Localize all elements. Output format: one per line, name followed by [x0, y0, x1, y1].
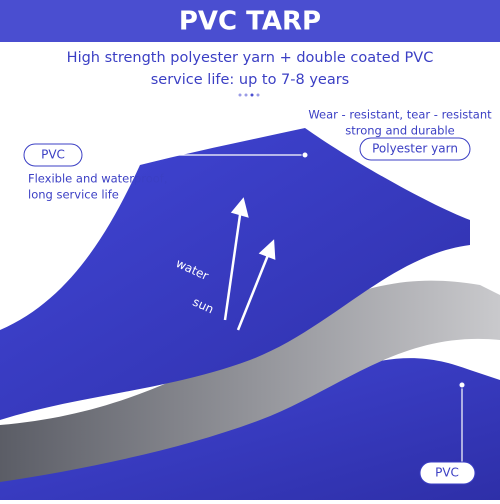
title: PVC TARP — [179, 7, 321, 37]
arrows — [223, 197, 276, 331]
middle-layer-label: Polyester yarn — [372, 142, 458, 156]
leader-dot — [458, 381, 466, 389]
pill — [359, 137, 471, 161]
leader-dot — [301, 151, 309, 159]
polyester-sheet — [0, 280, 500, 482]
left-note: Flexible and waterproof, — [28, 172, 168, 186]
pill — [23, 143, 83, 167]
left-note: long service life — [28, 188, 119, 202]
subtitle: High strength polyester yarn + double co… — [67, 50, 434, 66]
top-pvc-sheet — [0, 128, 470, 420]
top-layer-label: PVC — [41, 148, 65, 162]
bottom-pvc-sheet — [0, 358, 500, 500]
dots — [238, 93, 260, 97]
subtitle: service life: up to 7-8 years — [151, 72, 350, 88]
pill — [419, 461, 476, 485]
bottom-layer-label: PVC — [435, 466, 459, 480]
header-banner — [0, 0, 500, 42]
right-note: strong and durable — [345, 124, 454, 138]
right-note: Wear - resistant, tear - resistant — [308, 108, 492, 122]
